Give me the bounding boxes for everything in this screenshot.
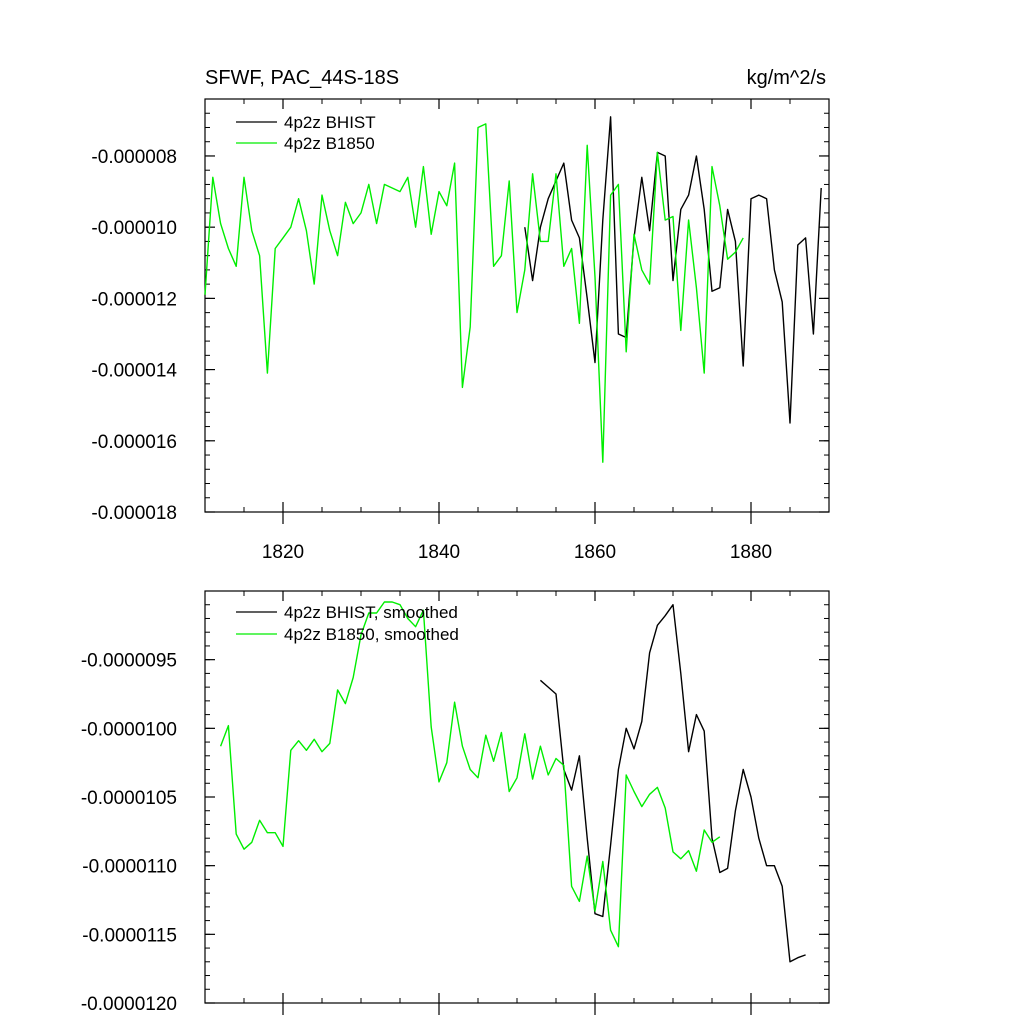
x-tick-label: 1880 bbox=[730, 542, 772, 563]
y-tick-label: -0.000010 bbox=[91, 218, 177, 239]
series-line-0 bbox=[539, 604, 806, 963]
series-line-1 bbox=[219, 601, 721, 948]
y-tick-label: -0.000012 bbox=[91, 289, 177, 310]
legend-label-bhist: 4p2z BHIST bbox=[284, 113, 376, 132]
legend: 4p2z BHIST 4p2z B1850 bbox=[236, 113, 376, 153]
y-tick-label: -0.0000105 bbox=[81, 788, 177, 809]
y-tick-label: -0.000016 bbox=[91, 432, 177, 453]
y-tick-label: -0.000008 bbox=[91, 147, 177, 168]
legend-label-b1850-smoothed: 4p2z B1850, smoothed bbox=[284, 625, 459, 644]
y-tick-label: -0.0000095 bbox=[81, 651, 177, 672]
x-tick-label: 1840 bbox=[418, 542, 460, 563]
x-tick-label: 1860 bbox=[574, 542, 616, 563]
legend-label-bhist-smoothed: 4p2z BHIST, smoothed bbox=[284, 603, 458, 622]
series-line-1 bbox=[204, 123, 744, 463]
x-tick-label: 1820 bbox=[262, 542, 304, 563]
y-tick-label: -0.0000100 bbox=[81, 719, 177, 740]
bottom-panel: -0.0000095 -0.0000100 -0.0000105 -0.0000110… bbox=[81, 590, 830, 1015]
y-tick-label: -0.000014 bbox=[91, 361, 177, 382]
chart-units: kg/m^2/s bbox=[747, 67, 826, 89]
plot-frame bbox=[204, 590, 830, 1004]
legend-label-b1850: 4p2z B1850 bbox=[284, 134, 375, 153]
y-tick-label: -0.0000120 bbox=[81, 994, 177, 1015]
series-line-0 bbox=[524, 116, 822, 424]
y-tick-label: -0.000018 bbox=[91, 503, 177, 524]
y-tick-label: -0.0000115 bbox=[82, 925, 177, 946]
chart-title: SFWF, PAC_44S-18S bbox=[205, 67, 399, 89]
legend: 4p2z BHIST, smoothed 4p2z B1850, smoothe… bbox=[236, 603, 459, 644]
top-panel: SFWF, PAC_44S-18S kg/m^2/s 1820 1840 1860 1… bbox=[91, 67, 830, 563]
y-tick-label: -0.0000110 bbox=[82, 857, 177, 878]
